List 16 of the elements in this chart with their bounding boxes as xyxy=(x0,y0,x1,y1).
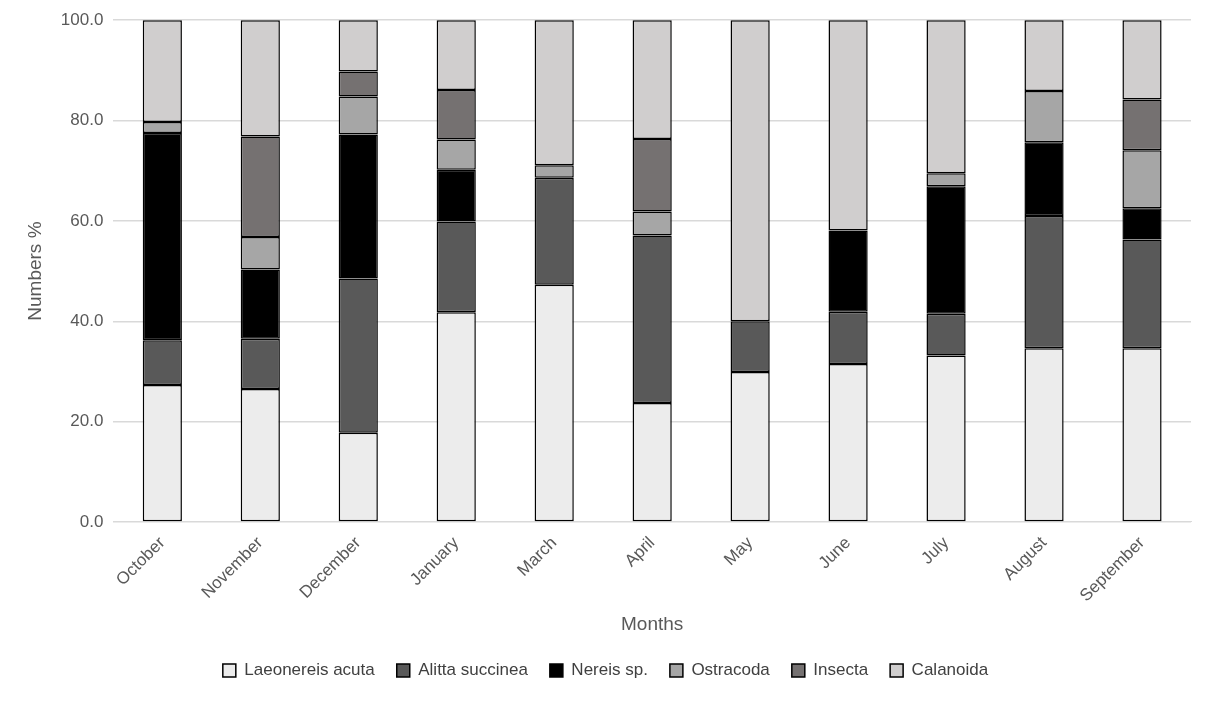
legend-label: Alitta succinea xyxy=(418,660,529,680)
legend-label: Laeonereis acuta xyxy=(244,660,376,680)
y-tick-label: 80.0 xyxy=(70,110,104,130)
y-axis-title: Numbers % xyxy=(23,221,45,321)
y-tick-label: 40.0 xyxy=(70,310,104,330)
legend-label: Ostracoda xyxy=(691,660,771,680)
x-axis-title: Months xyxy=(621,612,684,634)
legend-label: Nereis sp. xyxy=(571,660,648,680)
y-tick-label: 60.0 xyxy=(70,210,104,230)
y-tick-label: 100.0 xyxy=(60,9,104,29)
x-tick-label: July xyxy=(917,532,953,568)
legend-label: Insecta xyxy=(813,660,869,680)
y-tick-label: 0.0 xyxy=(79,511,104,531)
legend-label: Calanoida xyxy=(911,660,989,680)
x-tick-label: May xyxy=(720,532,757,570)
y-tick-label: 20.0 xyxy=(70,411,104,431)
